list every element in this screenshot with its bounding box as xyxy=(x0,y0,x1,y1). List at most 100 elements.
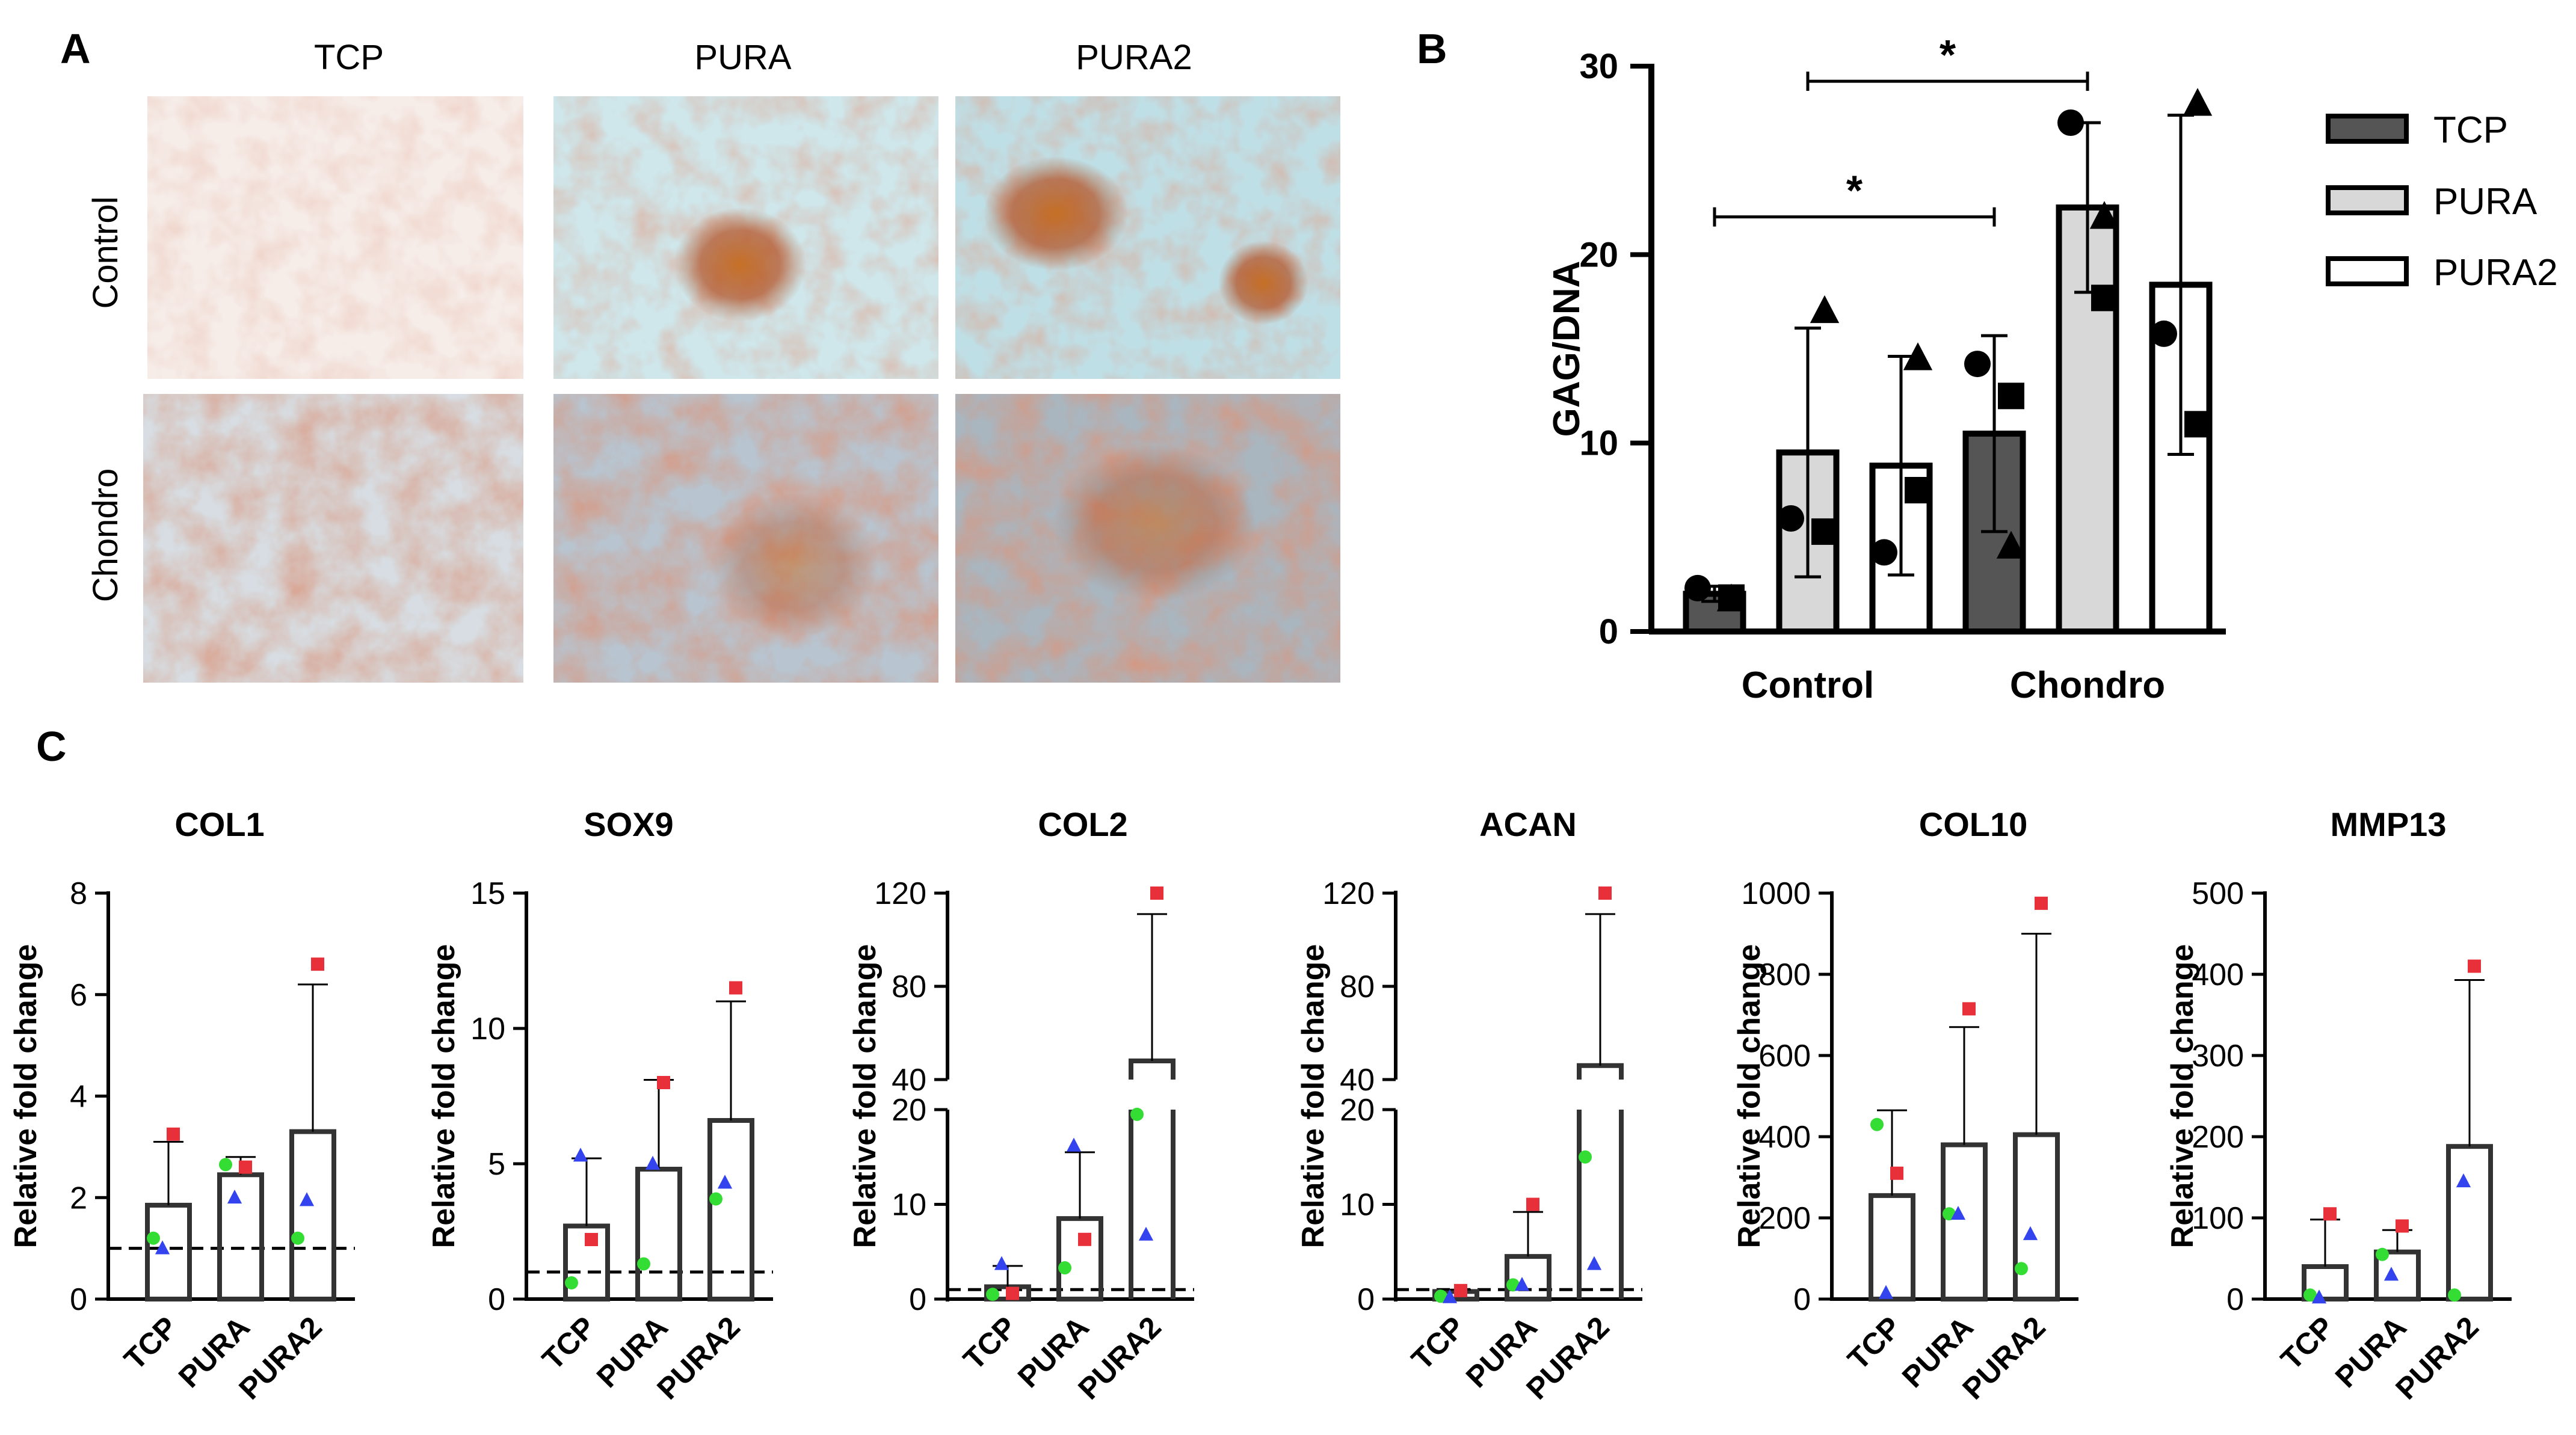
gag-data-point xyxy=(2184,411,2211,438)
legend-label-tcp: TCP xyxy=(2433,109,2508,151)
col10-y-tick-label: 600 xyxy=(1758,1039,1811,1074)
acan-y-tick-label: 20 xyxy=(1340,1093,1375,1128)
legend-swatch-pura xyxy=(2326,185,2409,215)
acan-data-point-red xyxy=(1598,887,1612,900)
gag-data-point xyxy=(1684,574,1711,601)
acan-y-tick-label: 80 xyxy=(1340,969,1375,1004)
gag-data-point xyxy=(1811,518,1838,545)
mmp13-y-tick-label: 200 xyxy=(2192,1120,2244,1155)
mmp13-category-label: PURA2 xyxy=(2389,1310,2485,1406)
column-label-pura: PURA xyxy=(694,38,791,77)
gag-data-point xyxy=(1778,505,1804,532)
micrograph-chondro-pura2 xyxy=(955,394,1340,683)
col2-data-point-blue xyxy=(994,1256,1009,1270)
column-label-pura2: PURA2 xyxy=(1076,38,1192,77)
col2-data-point-green xyxy=(1058,1261,1071,1275)
legend-label-pura2: PURA2 xyxy=(2433,252,2558,293)
sox9-data-point-blue xyxy=(717,1175,733,1189)
col2-data-point-red xyxy=(1078,1232,1091,1246)
acan-y-tick-label: 0 xyxy=(1357,1282,1375,1317)
col1-data-point-blue xyxy=(155,1240,170,1255)
col10-data-point-green xyxy=(2015,1262,2028,1276)
column-label-tcp: TCP xyxy=(314,38,384,77)
mmp13-data-point-green xyxy=(2376,1247,2389,1261)
mmp13-data-point-blue xyxy=(2311,1289,2327,1304)
col10-data-point-green xyxy=(1870,1117,1884,1131)
col2-data-point-red xyxy=(1006,1286,1019,1300)
acan-data-point-blue xyxy=(1586,1256,1602,1270)
sox9-data-point-green xyxy=(565,1276,578,1289)
col1-y-tick-label: 4 xyxy=(70,1080,87,1114)
legend-swatch-pura2 xyxy=(2326,256,2409,286)
col2-category-label: TCP xyxy=(957,1310,1023,1376)
sox9-y-tick-label: 0 xyxy=(488,1282,505,1317)
mmp13-data-point-green xyxy=(2303,1288,2317,1302)
col10-category-label: PURA2 xyxy=(1956,1310,2051,1406)
legend: TCP PURA PURA2 xyxy=(2326,109,2558,293)
col1-bar xyxy=(289,1129,336,1301)
mmp13-category-label: TCP xyxy=(2274,1310,2340,1376)
col1-data-point-red xyxy=(311,957,324,971)
gag-data-point xyxy=(1903,342,1933,370)
col1-y-tick-label: 2 xyxy=(70,1181,87,1215)
acan-data-point-red xyxy=(1454,1283,1467,1297)
col1-bar xyxy=(217,1172,264,1301)
col1-y-axis-title: Relative fold change xyxy=(8,944,43,1249)
acan-data-point-red xyxy=(1526,1197,1539,1211)
col10-y-tick-label: 200 xyxy=(1758,1201,1811,1236)
gag-category-label: Chondro xyxy=(2010,665,2165,706)
gag-y-tick-label: 10 xyxy=(1579,424,1618,463)
sox9-y-tick-label: 15 xyxy=(470,876,505,911)
mmp13-title: MMP13 xyxy=(2331,805,2447,843)
col10-data-point-blue xyxy=(1950,1206,1966,1220)
panel-letter-c: C xyxy=(36,723,67,770)
sox9-data-point-red xyxy=(585,1233,598,1246)
sox9-category-label: PURA2 xyxy=(650,1310,746,1406)
col1-title: COL1 xyxy=(174,805,264,843)
col1-y-tick-label: 0 xyxy=(70,1282,87,1317)
mmp13-y-tick-label: 500 xyxy=(2192,876,2244,911)
panel-letter-a: A xyxy=(60,25,91,72)
gag-data-point xyxy=(2151,320,2177,347)
col10-data-point-blue xyxy=(2023,1226,2038,1240)
col2-title: COL2 xyxy=(1038,805,1127,843)
col10-y-tick-label: 1000 xyxy=(1741,876,1811,911)
mmp13-data-point-red xyxy=(2323,1207,2337,1221)
mmp13-bar xyxy=(2446,1144,2493,1301)
sox9-data-point-blue xyxy=(645,1155,661,1170)
sox9-data-point-red xyxy=(657,1076,670,1089)
row-label-control: Control xyxy=(86,197,125,309)
col10-data-point-blue xyxy=(1878,1285,1894,1299)
sox9-y-axis-title: Relative fold change xyxy=(427,944,461,1249)
acan-y-tick-label: 120 xyxy=(1322,876,1375,911)
acan-data-point-blue xyxy=(1442,1289,1458,1303)
col10-title: COL10 xyxy=(1919,805,2028,843)
col1-data-point-green xyxy=(291,1231,304,1245)
micrograph-control-tcp xyxy=(147,96,523,379)
chart-mmp13: MMP13 Relative fold change 0 100 200 300 400 50… xyxy=(2165,805,2512,1406)
col2-data-point-green xyxy=(986,1288,999,1301)
gag-data-point xyxy=(2089,201,2119,229)
sox9-data-point-green xyxy=(637,1257,650,1271)
micrograph-chondro-pura xyxy=(553,394,938,683)
col10-data-point-red xyxy=(2035,896,2048,910)
gag-category-label: Control xyxy=(1742,665,1874,706)
acan-title: ACAN xyxy=(1479,805,1577,843)
significance-star: * xyxy=(1846,167,1863,214)
col10-y-tick-label: 0 xyxy=(1793,1282,1811,1317)
gag-data-point xyxy=(1998,383,2024,410)
acan-data-point-green xyxy=(1579,1150,1592,1164)
col2-data-point-blue xyxy=(1066,1137,1082,1152)
col2-bar xyxy=(1056,1216,1103,1301)
mmp13-y-tick-label: 300 xyxy=(2192,1039,2244,1074)
gag-data-point xyxy=(2091,284,2118,312)
col2-data-point-green xyxy=(1130,1107,1144,1121)
col10-y-axis-title: Relative fold change xyxy=(1732,944,1767,1249)
sox9-bar xyxy=(635,1167,682,1301)
sox9-y-tick-label: 10 xyxy=(470,1012,505,1046)
col2-y-tick-label: 10 xyxy=(892,1188,926,1223)
